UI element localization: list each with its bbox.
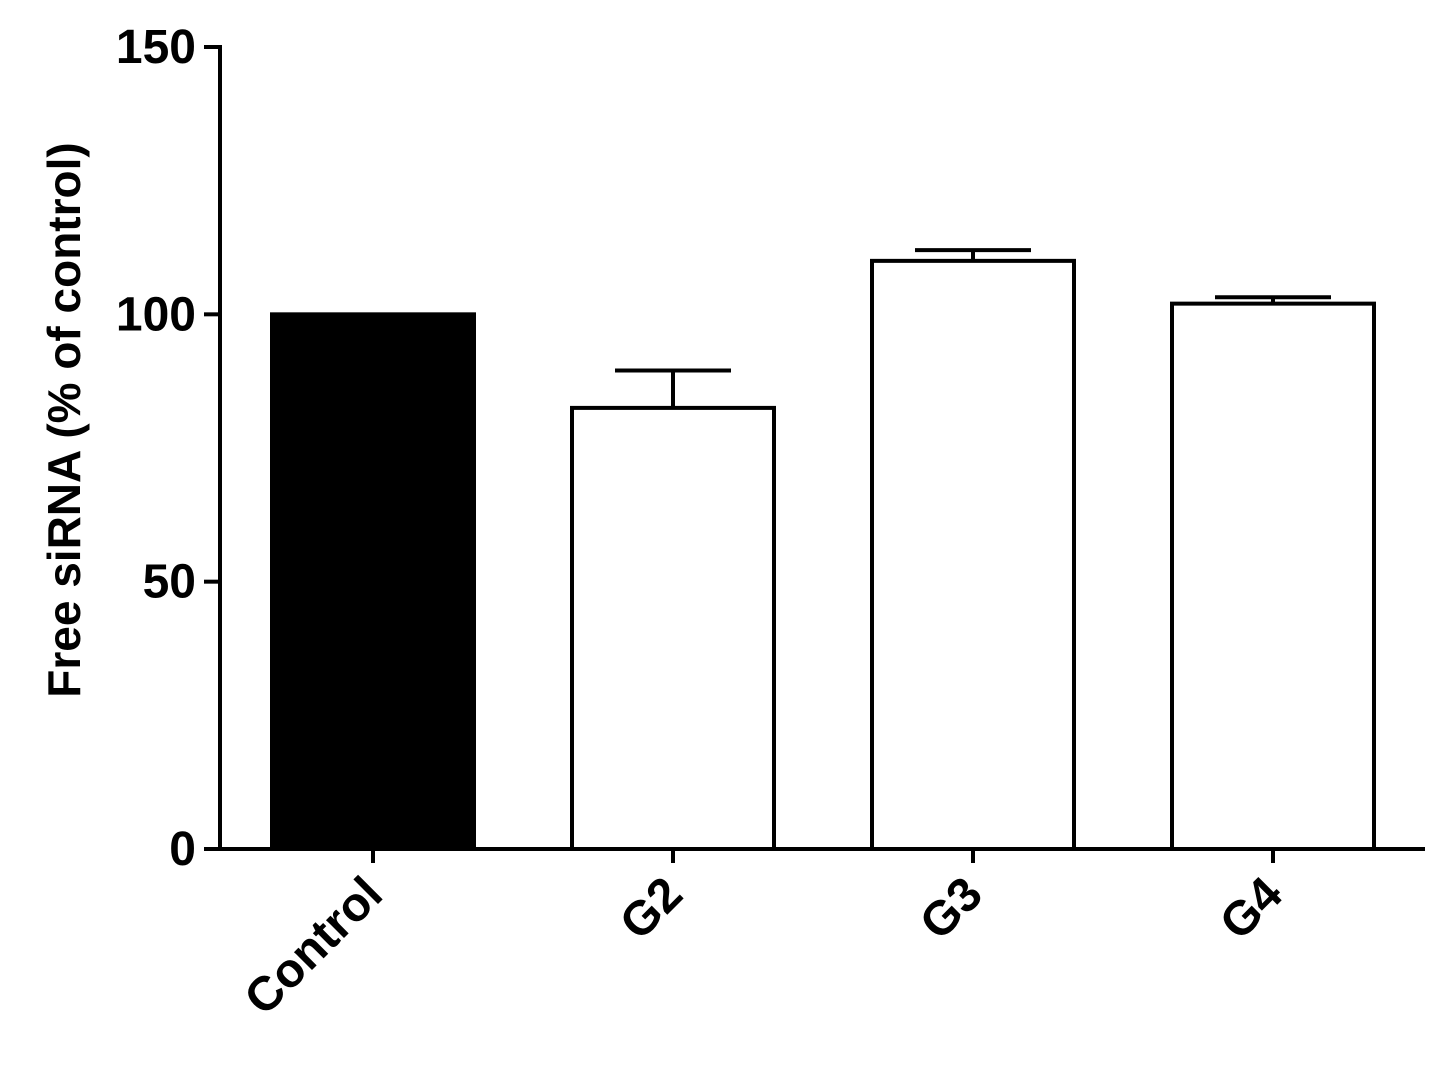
y-axis-ticks: 0 50 100 150	[116, 21, 220, 876]
error-bars	[615, 248, 1331, 408]
bar-g4	[1170, 301, 1376, 851]
y-axis-label: Free siRNA (% of control)	[38, 142, 90, 697]
x-tick-label-g3: G3	[910, 867, 993, 950]
y-tick-label: 150	[116, 21, 196, 74]
x-tick-label-control: Control	[235, 867, 393, 1025]
bar-control	[270, 312, 476, 852]
bar-g2	[570, 405, 776, 851]
x-tick-label-g4: G4	[1210, 867, 1293, 950]
y-tick-label: 100	[116, 288, 196, 341]
bars	[270, 258, 1376, 852]
x-axis-ticks: Control G2 G3 G4	[235, 849, 1293, 1025]
y-tick-label: 0	[169, 823, 196, 876]
bar-g3	[870, 258, 1076, 852]
y-tick-label: 50	[143, 556, 196, 609]
x-tick-label-g2: G2	[610, 867, 693, 950]
